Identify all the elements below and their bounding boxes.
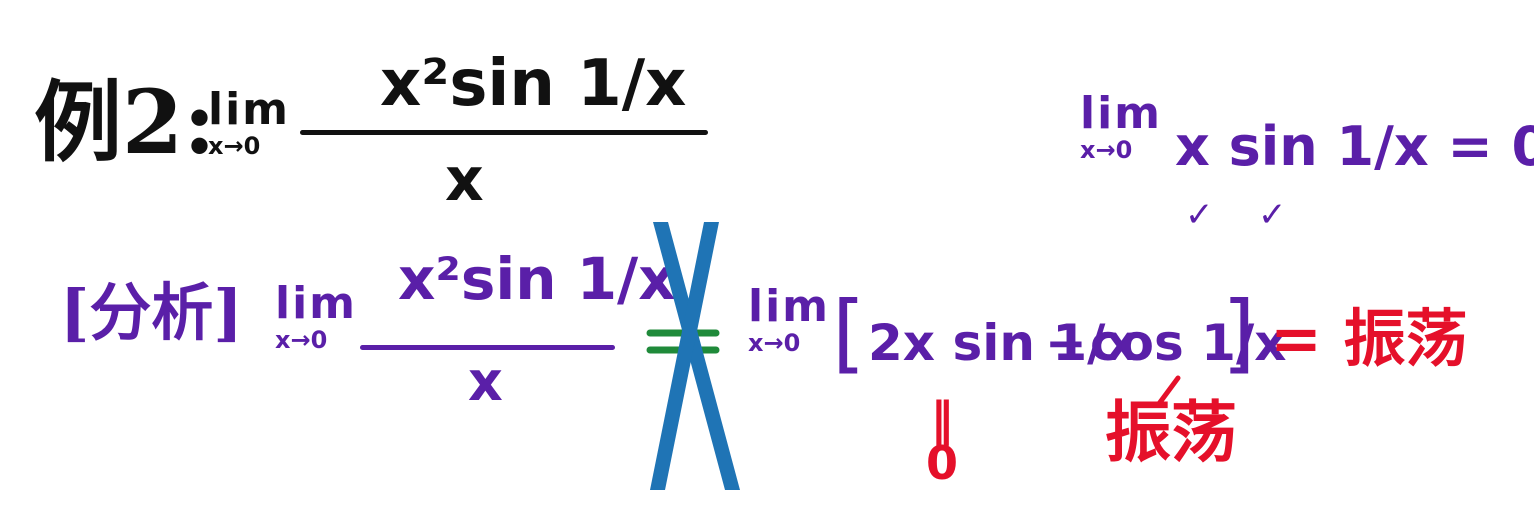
annotation-zero: ‖ 0 (925, 392, 958, 490)
rhs-result: = 振荡 (1270, 302, 1468, 375)
example-denominator: x (445, 145, 484, 215)
side-limit-word: lim (1080, 88, 1163, 139)
example-limit: lim x→0 (208, 84, 291, 160)
example-limit-word: lim (208, 84, 291, 135)
cross-stroke-1 (653, 222, 740, 490)
example-numerator: x²sin 1/x (380, 47, 687, 121)
analysis-fraction-bar (360, 345, 615, 350)
analysis-limit-word: lim (275, 278, 358, 329)
example-limit-sub: x→0 (208, 132, 261, 160)
analysis-limit-sub: x→0 (275, 326, 328, 354)
analysis-label: [分析] (60, 276, 243, 349)
cross-stroke-2 (650, 222, 719, 490)
side-check-1: ✓ (1185, 195, 1214, 235)
rhs-bracket-close: ] (1222, 283, 1256, 383)
rhs-term1: 2x sin 1/x (868, 314, 1138, 372)
rhs-term2: cos 1/x (1090, 314, 1287, 372)
example-label: 例2: (34, 70, 216, 174)
side-limit-sub: x→0 (1080, 136, 1133, 164)
rhs-minus: − (1045, 314, 1087, 372)
analysis-limit: lim x→0 (275, 278, 358, 354)
annotation-oscillate: 振荡 (1105, 394, 1237, 471)
example-fraction-bar (300, 130, 708, 135)
analysis-numerator: x²sin 1/x (398, 245, 676, 313)
rhs-limit-word: lim (748, 281, 831, 332)
annotation-arrow-line (1155, 375, 1181, 408)
rhs-limit: lim x→0 (748, 281, 831, 357)
rhs-limit-sub: x→0 (748, 329, 801, 357)
side-check-2: ✓ (1258, 195, 1287, 235)
analysis-denominator: x (468, 350, 503, 413)
rhs-bracket-open: [ (832, 283, 866, 383)
side-limit: lim x→0 (1080, 88, 1163, 164)
side-expression: x sin 1/x = 0 (1175, 115, 1534, 178)
